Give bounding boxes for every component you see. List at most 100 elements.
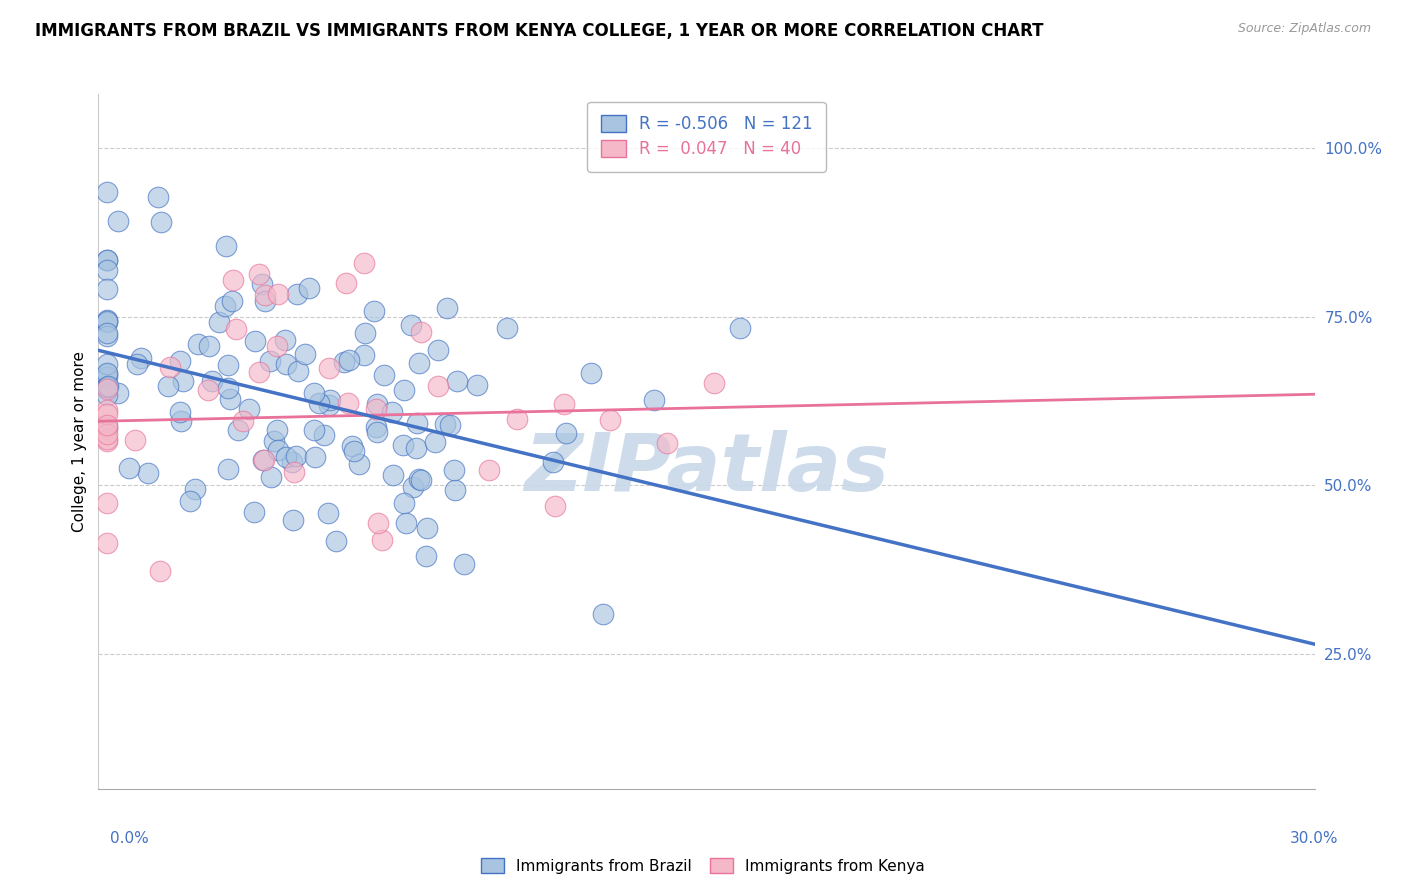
Point bbox=[703, 376, 725, 390]
Point bbox=[366, 397, 388, 411]
Point bbox=[266, 339, 288, 353]
Point bbox=[343, 443, 366, 458]
Point bbox=[373, 368, 395, 383]
Point bbox=[96, 367, 118, 381]
Point bbox=[643, 393, 665, 408]
Point bbox=[381, 468, 404, 483]
Point bbox=[381, 405, 404, 419]
Point bbox=[446, 374, 468, 388]
Point bbox=[325, 533, 347, 548]
Point bbox=[96, 252, 118, 267]
Point bbox=[96, 262, 118, 277]
Point bbox=[285, 449, 308, 463]
Point bbox=[149, 564, 172, 578]
Point bbox=[274, 334, 297, 348]
Point bbox=[96, 314, 118, 328]
Point bbox=[281, 513, 304, 527]
Point bbox=[465, 377, 488, 392]
Point bbox=[96, 417, 118, 432]
Point bbox=[353, 348, 375, 362]
Point bbox=[247, 365, 270, 379]
Point bbox=[197, 383, 219, 397]
Point bbox=[283, 466, 305, 480]
Point bbox=[349, 458, 371, 472]
Point bbox=[96, 380, 118, 394]
Point bbox=[96, 496, 118, 510]
Point bbox=[198, 339, 221, 353]
Point bbox=[96, 314, 118, 328]
Point bbox=[409, 326, 432, 340]
Point bbox=[179, 494, 201, 508]
Point bbox=[409, 473, 432, 487]
Point bbox=[395, 516, 418, 531]
Point bbox=[371, 533, 394, 547]
Point bbox=[96, 403, 118, 417]
Point bbox=[308, 396, 330, 410]
Legend: Immigrants from Brazil, Immigrants from Kenya: Immigrants from Brazil, Immigrants from … bbox=[475, 852, 931, 880]
Point bbox=[97, 379, 120, 393]
Point bbox=[416, 521, 439, 535]
Point bbox=[215, 239, 238, 253]
Point bbox=[96, 282, 118, 296]
Point bbox=[253, 287, 276, 301]
Point bbox=[129, 351, 152, 366]
Point bbox=[172, 374, 194, 388]
Point bbox=[423, 435, 446, 450]
Point bbox=[415, 549, 437, 563]
Point bbox=[96, 432, 118, 446]
Point bbox=[274, 357, 297, 371]
Point bbox=[222, 272, 245, 286]
Point bbox=[259, 353, 281, 368]
Y-axis label: College, 1 year or more: College, 1 year or more bbox=[72, 351, 87, 532]
Point bbox=[184, 482, 207, 496]
Point bbox=[252, 453, 274, 467]
Point bbox=[243, 505, 266, 519]
Point bbox=[169, 353, 191, 368]
Point bbox=[302, 386, 325, 401]
Point bbox=[96, 367, 118, 381]
Point bbox=[127, 358, 149, 372]
Point bbox=[96, 388, 118, 402]
Point bbox=[319, 393, 342, 408]
Point bbox=[96, 382, 118, 396]
Point bbox=[405, 441, 427, 455]
Point bbox=[96, 407, 118, 421]
Text: 30.0%: 30.0% bbox=[1291, 831, 1339, 847]
Point bbox=[169, 405, 191, 419]
Point bbox=[247, 267, 270, 281]
Point bbox=[427, 343, 450, 357]
Point bbox=[96, 422, 118, 436]
Point bbox=[298, 281, 321, 295]
Point bbox=[263, 434, 285, 449]
Point bbox=[136, 466, 159, 480]
Point bbox=[599, 413, 621, 427]
Point bbox=[252, 452, 274, 467]
Text: Source: ZipAtlas.com: Source: ZipAtlas.com bbox=[1237, 22, 1371, 36]
Point bbox=[267, 443, 290, 458]
Point bbox=[187, 337, 209, 351]
Point bbox=[436, 301, 458, 315]
Point bbox=[96, 313, 118, 327]
Point bbox=[124, 434, 146, 448]
Point bbox=[728, 320, 751, 334]
Point bbox=[96, 357, 118, 371]
Point bbox=[554, 426, 576, 441]
Point bbox=[316, 506, 339, 520]
Text: ZIPatlas: ZIPatlas bbox=[524, 430, 889, 508]
Point bbox=[333, 355, 356, 369]
Point bbox=[312, 427, 335, 442]
Point bbox=[96, 380, 118, 394]
Point bbox=[96, 380, 118, 394]
Point bbox=[208, 315, 231, 329]
Point bbox=[285, 286, 308, 301]
Point bbox=[318, 399, 340, 413]
Point bbox=[444, 483, 467, 497]
Point bbox=[96, 252, 118, 267]
Point bbox=[259, 469, 281, 483]
Point bbox=[118, 460, 141, 475]
Point bbox=[506, 412, 529, 426]
Point bbox=[254, 294, 277, 309]
Point bbox=[541, 455, 564, 469]
Point bbox=[221, 294, 243, 309]
Point bbox=[434, 417, 457, 431]
